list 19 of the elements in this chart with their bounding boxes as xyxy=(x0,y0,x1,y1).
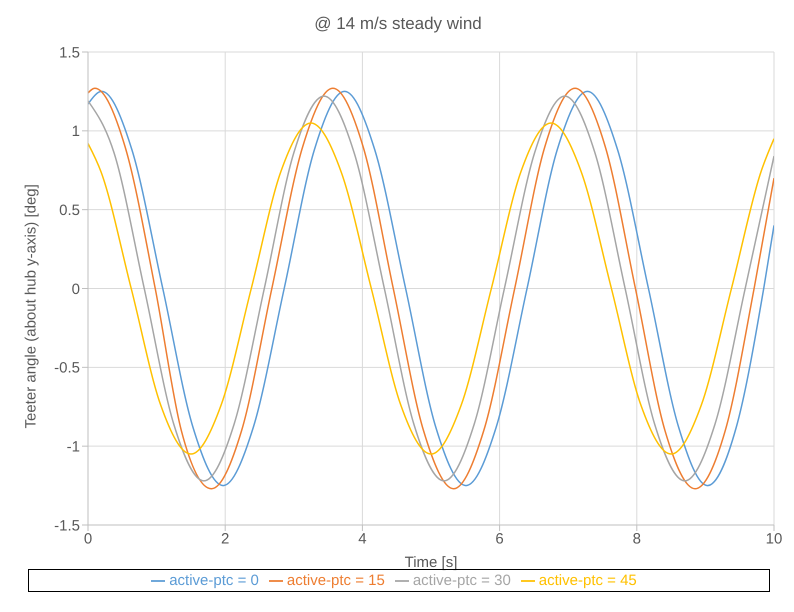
legend-label: active-ptc = 30 xyxy=(412,572,511,589)
x-tick-label: 0 xyxy=(84,530,92,548)
x-tick-label: 4 xyxy=(358,530,367,548)
y-tick-label: 1 xyxy=(72,123,80,140)
y-tick-label: -0.5 xyxy=(54,360,80,377)
y-tick-label: 0.5 xyxy=(59,202,80,219)
y-tick-label: 1.5 xyxy=(59,44,80,62)
y-axis-title: Teeter angle (about hub y-axis) [deg] xyxy=(22,184,40,428)
x-tick-label: 10 xyxy=(766,530,782,548)
x-tick-label: 8 xyxy=(632,530,641,548)
chart-title: @ 14 m/s steady wind xyxy=(313,13,483,35)
y-tick-label: -1.5 xyxy=(54,517,80,534)
legend-label: active-ptc = 0 xyxy=(169,572,259,589)
y-tick-label: 0 xyxy=(72,280,80,298)
legend-label: active-ptc = 45 xyxy=(538,572,637,589)
legend-label: active-ptc = 15 xyxy=(286,572,385,589)
y-tick-label: -1 xyxy=(66,438,80,456)
x-tick-label: 6 xyxy=(495,530,504,548)
x-tick-label: 2 xyxy=(221,530,230,548)
